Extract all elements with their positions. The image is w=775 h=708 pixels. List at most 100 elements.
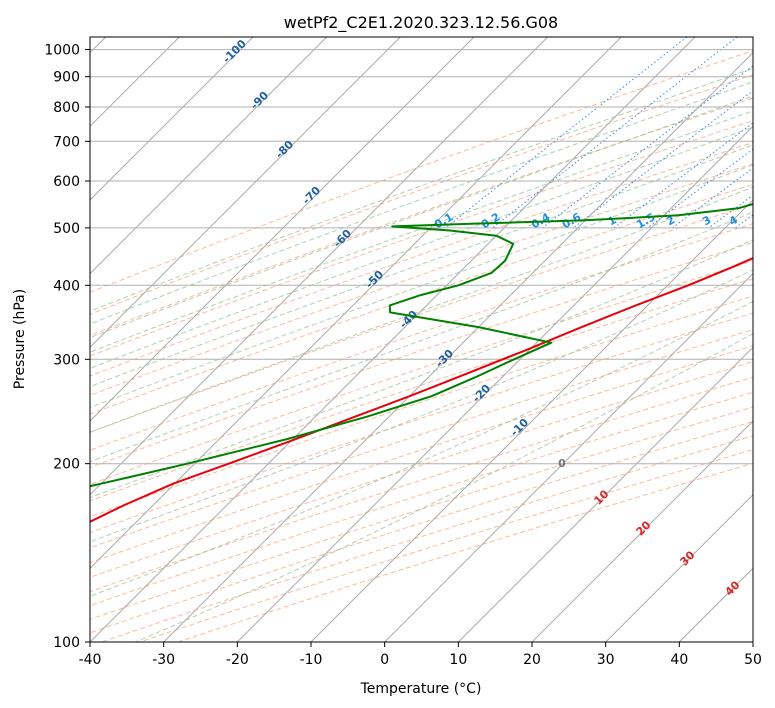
dewpoint-profile-line [90,203,753,488]
moist-adiabat-line [90,126,753,369]
isotherm-label: -60 [331,227,354,250]
y-tick-label: 300 [53,352,80,368]
isotherm-line [90,37,254,201]
x-tick-label: 20 [523,652,541,668]
dry-adiabat-line [90,223,753,451]
moist-adiabat-line [90,81,753,325]
moist-adiabat-line [90,269,753,543]
dry-adiabat-line [90,183,753,415]
y-tick-label: 100 [53,635,80,651]
isotherm-line [457,346,753,642]
moist-adiabat-line [90,95,753,339]
chart-title: wetPf2_C2E1.2020.323.12.56.G08 [284,13,558,33]
temperature-profile-line [90,257,753,523]
y-tick-label: 900 [53,70,80,86]
x-tick-label: -10 [300,652,323,668]
dry-adiabat-line [90,329,753,549]
moist-adiabat-line [90,67,753,312]
isotherm-label: -10 [508,416,531,439]
isotherm-label: -30 [433,347,456,370]
isotherm-line [90,37,622,570]
mixing-ratio-line [492,37,738,229]
x-tick-label: -30 [152,652,175,668]
line-labels: -100-90-80-70-60-50-40-30-20-100.1 0.2 0.4… [220,37,775,599]
isotherm-label: -50 [363,268,386,291]
x-tick-label: 50 [744,652,762,668]
dry-adiabat-line [90,50,753,293]
upper-isotherm-label: 30 [678,548,698,568]
mixing-ratio-line [542,65,753,229]
background-lines [90,37,753,642]
mixing-ratio-label: 4 [727,213,740,228]
plot-frame [89,36,754,643]
mixing-ratio-line [734,214,753,229]
zero-isotherm-label: 0 [558,457,566,470]
isotherm-label: -70 [300,184,323,207]
moist-adiabat-line [90,110,753,353]
dry-adiabat-line [90,295,753,518]
isotherm-label: -40 [397,308,420,331]
isotherm-line [531,420,753,642]
isotherm-line [384,272,753,642]
y-tick-label: 600 [53,174,80,190]
mixing-ratio-line [672,167,753,229]
dry-adiabat-line [90,376,753,593]
isotherm-line [678,567,753,642]
dry-adiabat-line [90,203,753,433]
isotherm-line [310,199,753,642]
y-axis-title: Pressure (hPa) [12,289,28,389]
y-tick-label: 700 [53,134,80,150]
isotherm-line [90,37,475,422]
isotherm-line [90,37,401,349]
mixing-ratio-label: 6 [766,213,775,228]
isotherm-line [236,125,753,642]
y-axis: 1000 900 800 700 600 500 400 300 200 100 [44,43,90,651]
isotherm-label: -100 [220,37,249,66]
isotherm-line [605,493,753,642]
y-tick-label: 800 [53,100,80,116]
x-tick-label: -20 [226,652,249,668]
dry-adiabat-line [90,142,753,377]
isotherm-line [163,51,753,642]
isotherm-line [752,641,753,642]
isotherm-line [90,37,696,642]
moist-adiabat-line [90,144,753,388]
dry-adiabat-line [90,120,753,357]
x-tick-label: -40 [79,652,102,668]
dry-adiabat-line [90,241,753,469]
y-tick-label: 400 [53,278,80,294]
mixing-ratio-line [572,90,753,229]
y-tick-label: 200 [53,457,80,473]
grid-lines [90,37,753,642]
upper-isotherm-label: 20 [634,518,654,538]
moist-adiabat-line [90,239,753,499]
dry-adiabat-line [90,345,753,564]
moist-adiabat-line [90,186,753,433]
dry-adiabat-line [90,97,753,337]
x-axis-title: Temperature (°C) [360,681,482,697]
dry-adiabat-line [90,74,753,315]
dry-adiabat-line [90,312,753,534]
x-tick-label: 0 [380,652,389,668]
moist-adiabat-line [90,164,753,408]
x-axis: -40 -30 -20 -10 0 10 20 30 40 50 [79,642,762,668]
mixing-ratio-line [613,122,753,229]
isotherm-label: -90 [248,89,271,112]
dry-adiabat-line [90,361,753,578]
isotherm-line [90,37,328,275]
upper-isotherm-label: 10 [592,487,612,507]
x-tick-label: 40 [670,652,688,668]
dry-adiabat-line [90,163,753,396]
dry-adiabat-line [90,391,753,607]
moist-adiabat-line [90,211,753,463]
series-group [90,203,753,523]
isotherm-line [90,37,549,496]
moist-adiabat-line [90,300,753,597]
y-tick-label: 1000 [44,43,80,59]
x-tick-label: 30 [597,652,615,668]
x-tick-label: 10 [449,652,467,668]
dry-adiabat-line [90,278,753,502]
dry-adiabat-line [90,260,753,485]
dry-adiabat-line [101,435,753,642]
